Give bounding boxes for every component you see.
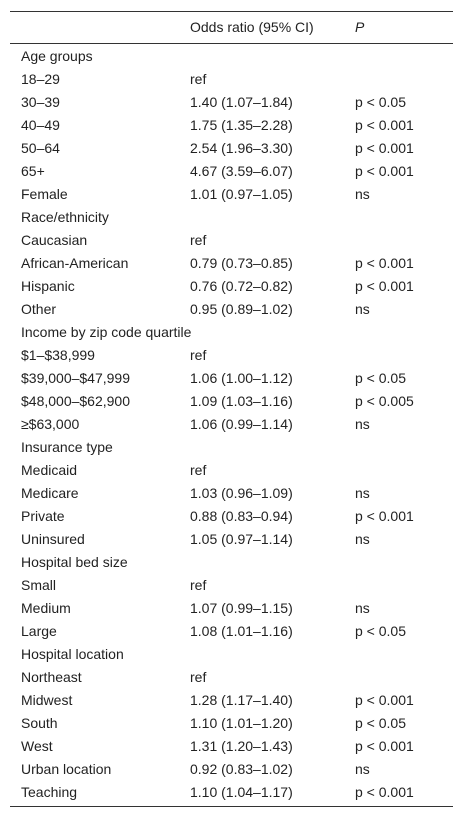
- cell-value: ns: [355, 531, 370, 547]
- row-label: Uninsured: [21, 531, 85, 547]
- cell-value: ns: [355, 186, 370, 202]
- cell-value: p < 0.05: [355, 94, 406, 110]
- cell-value: 1.03 (0.96–1.09): [190, 485, 293, 501]
- cell-value: ref: [190, 577, 207, 593]
- cell-value: ns: [355, 485, 370, 501]
- cell-value: 1.40 (1.07–1.84): [190, 94, 293, 110]
- cell-value: ns: [355, 761, 370, 777]
- cell-value: p < 0.05: [355, 370, 406, 386]
- cell-value: ref: [190, 669, 207, 685]
- cell-value: 1.05 (0.97–1.14): [190, 531, 293, 547]
- cell-value: p < 0.05: [355, 623, 406, 639]
- cell-value: 4.67 (3.59–6.07): [190, 163, 293, 179]
- cell-value: p < 0.001: [355, 784, 414, 800]
- cell-value: p < 0.001: [355, 508, 414, 524]
- cell-value: 0.92 (0.83–1.02): [190, 761, 293, 777]
- row-label: South: [21, 715, 58, 731]
- row-label: 30–39: [21, 94, 60, 110]
- section-label: Age groups: [21, 48, 93, 64]
- row-label: Private: [21, 508, 65, 524]
- cell-value: 1.06 (0.99–1.14): [190, 416, 293, 432]
- row-label: Midwest: [21, 692, 73, 708]
- cell-value: 1.28 (1.17–1.40): [190, 692, 293, 708]
- row-label: Caucasian: [21, 232, 88, 248]
- section-label: Income by zip code quartile: [21, 324, 192, 340]
- cell-value: 0.76 (0.72–0.82): [190, 278, 293, 294]
- cell-value: ns: [355, 416, 370, 432]
- row-label: Large: [21, 623, 57, 639]
- cell-value: 0.79 (0.73–0.85): [190, 255, 293, 271]
- cell-value: p < 0.001: [355, 140, 414, 156]
- bottom-rule: [10, 806, 453, 807]
- row-label: Northeast: [21, 669, 82, 685]
- cell-value: p < 0.001: [355, 738, 414, 754]
- cell-value: ref: [190, 232, 207, 248]
- cell-value: p < 0.005: [355, 393, 414, 409]
- row-label: ≥$63,000: [21, 416, 80, 432]
- row-label: 50–64: [21, 140, 60, 156]
- row-label: West: [21, 738, 53, 754]
- cell-value: ref: [190, 462, 207, 478]
- section-label: Insurance type: [21, 439, 113, 455]
- row-label: $48,000–$62,900: [21, 393, 130, 409]
- row-label: $39,000–$47,999: [21, 370, 130, 386]
- cell-value: p < 0.001: [355, 278, 414, 294]
- row-label: 18–29: [21, 71, 60, 87]
- cell-value: ns: [355, 600, 370, 616]
- section-label: Hospital location: [21, 646, 124, 662]
- cell-value: ref: [190, 71, 207, 87]
- row-label: Other: [21, 301, 57, 317]
- cell-value: 0.95 (0.89–1.02): [190, 301, 293, 317]
- row-label: Urban location: [21, 761, 112, 777]
- cell-value: p < 0.05: [355, 715, 406, 731]
- row-label: Medium: [21, 600, 71, 616]
- cell-value: ref: [190, 347, 207, 363]
- header-cell: Odds ratio (95% CI): [190, 19, 314, 35]
- cell-value: 1.75 (1.35–2.28): [190, 117, 293, 133]
- row-label: 65+: [21, 163, 45, 179]
- row-label: 40–49: [21, 117, 60, 133]
- cell-value: 1.01 (0.97–1.05): [190, 186, 293, 202]
- cell-value: 0.88 (0.83–0.94): [190, 508, 293, 524]
- row-label: Small: [21, 577, 57, 593]
- cell-value: p < 0.001: [355, 163, 414, 179]
- cell-value: 1.31 (1.20–1.43): [190, 738, 293, 754]
- cell-value: 1.10 (1.01–1.20): [190, 715, 293, 731]
- row-label: $1–$38,999: [21, 347, 95, 363]
- section-label: Hospital bed size: [21, 554, 128, 570]
- row-label: Teaching: [21, 784, 78, 800]
- header-rule: [10, 43, 453, 44]
- cell-value: p < 0.001: [355, 117, 414, 133]
- row-label: Medicaid: [21, 462, 78, 478]
- cell-value: 1.10 (1.04–1.17): [190, 784, 293, 800]
- top-rule: [10, 11, 453, 12]
- row-label: African-American: [21, 255, 129, 271]
- row-label: Female: [21, 186, 68, 202]
- cell-value: p < 0.001: [355, 255, 414, 271]
- cell-value: 1.06 (1.00–1.12): [190, 370, 293, 386]
- cell-value: p < 0.001: [355, 692, 414, 708]
- cell-value: 1.08 (1.01–1.16): [190, 623, 293, 639]
- cell-value: 1.09 (1.03–1.16): [190, 393, 293, 409]
- cell-value: 2.54 (1.96–3.30): [190, 140, 293, 156]
- section-label: Race/ethnicity: [21, 209, 109, 225]
- header-cell: P: [355, 19, 365, 35]
- row-label: Medicare: [21, 485, 79, 501]
- row-label: Hispanic: [21, 278, 75, 294]
- cell-value: 1.07 (0.99–1.15): [190, 600, 293, 616]
- cell-value: ns: [355, 301, 370, 317]
